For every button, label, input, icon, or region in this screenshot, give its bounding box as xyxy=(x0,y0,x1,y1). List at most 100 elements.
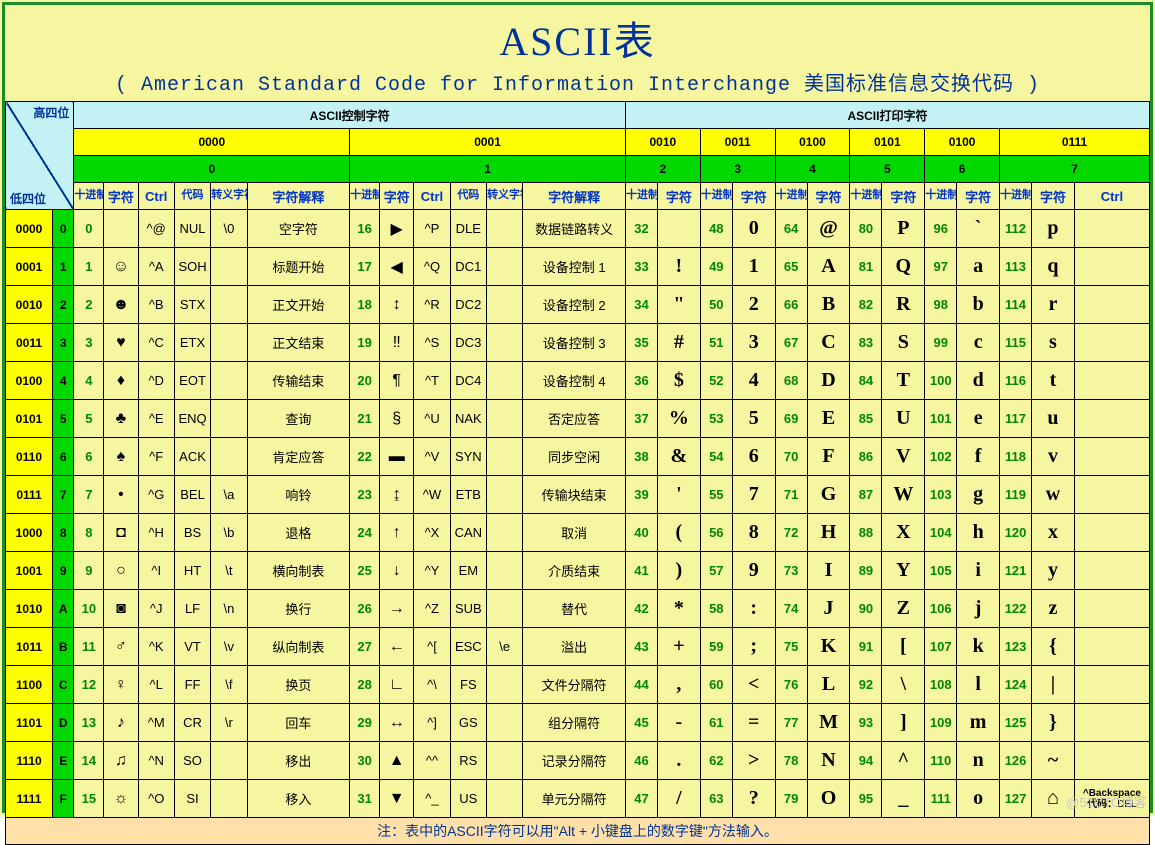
dec: 13 xyxy=(74,704,104,742)
dec: 28 xyxy=(350,666,380,704)
ctrl-key: ^\ xyxy=(414,666,450,704)
desc: 纵向制表 xyxy=(247,628,350,666)
char: $ xyxy=(658,362,701,400)
ctrl-key: ^M xyxy=(138,704,174,742)
char: U xyxy=(882,400,925,438)
char xyxy=(658,210,701,248)
sym: ¶ xyxy=(380,362,414,400)
sym: ▶ xyxy=(380,210,414,248)
dec: 58 xyxy=(700,590,732,628)
high-nibble-label: 高四位 xyxy=(33,104,69,121)
table-row: 010155♣^EENQ查询21§^UNAK否定应答37%53569E85U10… xyxy=(6,400,1150,438)
ctrl-extra xyxy=(1074,476,1149,514)
low-bits: 0001 xyxy=(6,248,53,286)
char: z xyxy=(1032,590,1075,628)
char: + xyxy=(658,628,701,666)
char: . xyxy=(658,742,701,780)
dec: 16 xyxy=(350,210,380,248)
low-bits: 1111 xyxy=(6,780,53,818)
escape xyxy=(211,438,247,476)
ctrl-extra xyxy=(1074,590,1149,628)
ascii-table-page: ASCII表 ( American Standard Code for Info… xyxy=(0,0,1155,815)
section-print: ASCII打印字符 xyxy=(625,102,1149,129)
escape xyxy=(486,666,522,704)
ctrl-key: ^] xyxy=(414,704,450,742)
desc: 设备控制 4 xyxy=(523,362,626,400)
escape: \f xyxy=(211,666,247,704)
sym: ↔ xyxy=(380,704,414,742)
dec: 97 xyxy=(925,248,957,286)
dec: 77 xyxy=(775,704,807,742)
char: & xyxy=(658,438,701,476)
char: Z xyxy=(882,590,925,628)
desc: 设备控制 1 xyxy=(523,248,626,286)
escape: \v xyxy=(211,628,247,666)
dec: 52 xyxy=(700,362,732,400)
escape xyxy=(486,286,522,324)
dec: 26 xyxy=(350,590,380,628)
escape xyxy=(211,248,247,286)
desc: 介质结束 xyxy=(523,552,626,590)
escape xyxy=(486,324,522,362)
char: ~ xyxy=(1032,742,1075,780)
low-bits: 1000 xyxy=(6,514,53,552)
low-bits: 0111 xyxy=(6,476,53,514)
dec: 80 xyxy=(850,210,882,248)
dec: 96 xyxy=(925,210,957,248)
char: W xyxy=(882,476,925,514)
char: o xyxy=(957,780,1000,818)
table-row: 100088◘^HBS\b退格24↑^XCAN取消40(56872H88X104… xyxy=(6,514,1150,552)
dec: 67 xyxy=(775,324,807,362)
dec: 118 xyxy=(1000,438,1032,476)
char: ] xyxy=(882,704,925,742)
char: N xyxy=(807,742,850,780)
char: i xyxy=(957,552,1000,590)
char: = xyxy=(732,704,775,742)
low-hex: E xyxy=(53,742,74,780)
dec: 53 xyxy=(700,400,732,438)
low-bits: 1100 xyxy=(6,666,53,704)
char: r xyxy=(1032,286,1075,324)
char: ` xyxy=(957,210,1000,248)
char: J xyxy=(807,590,850,628)
escape: \r xyxy=(211,704,247,742)
high-bits: 0111 xyxy=(1000,129,1150,156)
sym: ‼ xyxy=(380,324,414,362)
sym: ∟ xyxy=(380,666,414,704)
char: ) xyxy=(658,552,701,590)
code: DC4 xyxy=(450,362,486,400)
dec: 66 xyxy=(775,286,807,324)
dec: 112 xyxy=(1000,210,1032,248)
sym: ↑ xyxy=(380,514,414,552)
dec: 11 xyxy=(74,628,104,666)
dec: 46 xyxy=(625,742,657,780)
sym: ♦ xyxy=(104,362,138,400)
low-bits: 0011 xyxy=(6,324,53,362)
diagonal-header: 高四位 低四位 xyxy=(6,102,74,210)
dec: 10 xyxy=(74,590,104,628)
ctrl-extra xyxy=(1074,742,1149,780)
ctrl-key: ^H xyxy=(138,514,174,552)
code: DC1 xyxy=(450,248,486,286)
char: { xyxy=(1032,628,1075,666)
dec: 74 xyxy=(775,590,807,628)
dec: 60 xyxy=(700,666,732,704)
ctrl-key: ^U xyxy=(414,400,450,438)
dec: 109 xyxy=(925,704,957,742)
hdr-char: 字符 xyxy=(957,183,1000,210)
ctrl-key: ^_ xyxy=(414,780,450,818)
desc: 正文结束 xyxy=(247,324,350,362)
code: LF xyxy=(174,590,210,628)
dec: 116 xyxy=(1000,362,1032,400)
dec: 18 xyxy=(350,286,380,324)
ctrl-extra xyxy=(1074,628,1149,666)
char: 5 xyxy=(732,400,775,438)
frame: ASCII表 ( American Standard Code for Info… xyxy=(2,2,1153,813)
char: 1 xyxy=(732,248,775,286)
dec: 61 xyxy=(700,704,732,742)
char: y xyxy=(1032,552,1075,590)
char: u xyxy=(1032,400,1075,438)
low-hex: F xyxy=(53,780,74,818)
dec: 30 xyxy=(350,742,380,780)
hdr-dec: 十进制 xyxy=(850,183,882,210)
